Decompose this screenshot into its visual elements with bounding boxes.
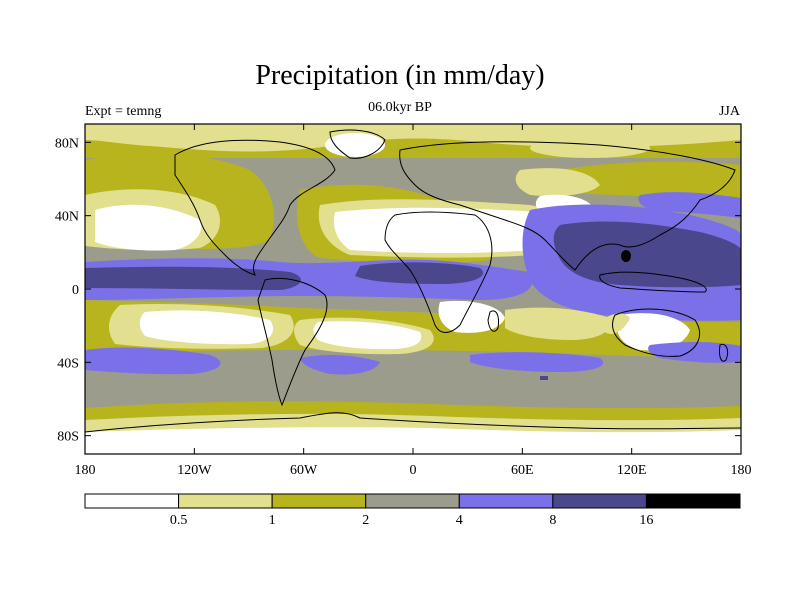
lon-tick-label: 180 — [75, 463, 96, 478]
field-stormtrack-purple-4 — [648, 342, 741, 363]
coast-greenland — [329, 129, 386, 159]
lat-tick-label: 80N — [55, 136, 79, 151]
lon-tick-label: 120E — [617, 463, 647, 478]
coast-south-america — [257, 277, 328, 407]
coast-madagascar — [487, 310, 499, 332]
field-philippines-black — [621, 250, 631, 262]
field-satlantic-dry — [313, 321, 422, 350]
coast-north-america — [174, 139, 336, 276]
legend-boundary-label: 16 — [639, 513, 653, 528]
field-stormtrack-dark-spot — [540, 376, 548, 380]
field-stormtrack-purple-1 — [85, 347, 221, 375]
field-nwpacific-olive — [558, 161, 741, 200]
legend-boundary-label: 1 — [269, 513, 276, 528]
coast-eurasia — [399, 141, 736, 271]
lon-tick-label: 0 — [410, 463, 417, 478]
legend-swatch — [84, 493, 180, 509]
coast-antarctica — [85, 412, 741, 433]
lat-tick-label: 0 — [72, 283, 79, 298]
legend-boundary-label: 4 — [456, 513, 463, 528]
legend-boundary-label: 8 — [549, 513, 556, 528]
legend-swatch — [178, 493, 273, 509]
field-monsoon-dark — [553, 221, 741, 288]
field-sepacific-dry — [139, 310, 274, 345]
lat-tick-label: 40N — [55, 210, 79, 225]
field-africa-itcz-dark — [355, 262, 484, 284]
legend-swatch — [365, 493, 460, 509]
lat-tick-label: 80S — [57, 430, 79, 445]
coast-new-zealand — [719, 343, 729, 362]
coast-indonesia — [599, 271, 707, 293]
field-itcz-dark — [85, 266, 301, 290]
plot-subtitle-season: JJA — [718, 104, 740, 119]
legend-swatch — [552, 493, 647, 509]
field-antarctic-dry — [85, 427, 741, 454]
field-sahara-dry — [333, 207, 548, 254]
legend-swatch — [645, 493, 741, 509]
field-nepacific-purple — [638, 192, 741, 218]
plot-title: Precipitation (in mm/day) — [255, 60, 545, 91]
field-australia-dry — [616, 313, 690, 351]
field-australia-light — [605, 313, 630, 335]
lon-tick-label: 60E — [511, 463, 534, 478]
legend-swatch — [271, 493, 367, 509]
plot-subtitle-experiment: Expt = temng — [85, 104, 162, 119]
coastlines — [85, 129, 741, 433]
field-asia-light — [515, 168, 600, 197]
coast-africa — [384, 211, 493, 333]
lon-tick-label: 180 — [731, 463, 752, 478]
legend-swatch — [458, 493, 554, 509]
color-legend: 0.5 1 2 4 8 16 — [84, 493, 741, 528]
legend-boundary-label: 0.5 — [170, 513, 188, 528]
coast-australia — [612, 308, 700, 357]
latitude-axis: 80N 40N 0 40S 80S — [55, 136, 741, 445]
field-greenland-dry — [325, 133, 385, 157]
field-stormtrack-purple-2 — [300, 355, 380, 375]
lon-tick-label: 120W — [177, 463, 212, 478]
lat-tick-label: 40S — [57, 356, 79, 371]
field-stormtrack-purple-3 — [470, 352, 604, 372]
legend-boundary-label: 2 — [362, 513, 369, 528]
field-npacific-dry — [95, 204, 202, 251]
plot-subtitle-period: 06.0kyr BP — [368, 100, 432, 115]
lon-tick-label: 60W — [290, 463, 318, 478]
field-sindian-light — [505, 307, 611, 340]
longitude-axis: 180 120W 60W 0 60E 120E 180 — [75, 124, 752, 478]
